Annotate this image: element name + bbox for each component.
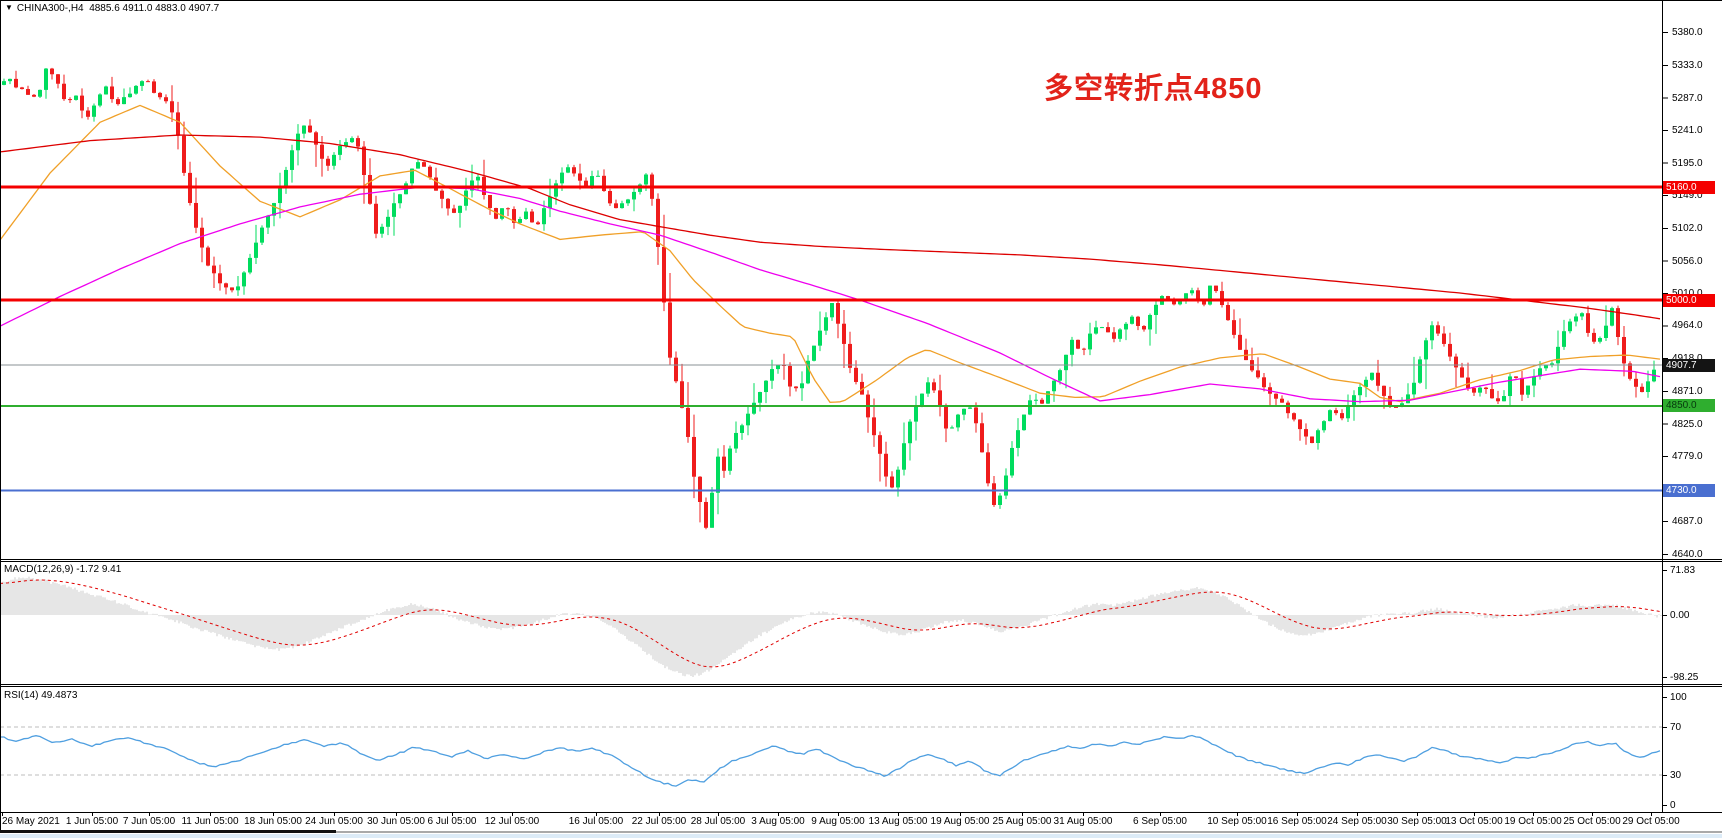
macd-signal-line <box>0 579 1661 668</box>
symbol-name: CHINA300-,H4 <box>16 3 84 14</box>
time-axis-label: 10 Sep 05:00 <box>1207 816 1267 827</box>
ma-mid-magenta <box>0 186 1661 403</box>
symbol-dropdown-icon[interactable]: ▼ <box>5 3 13 12</box>
price-axis-label: 4871.0 <box>1672 386 1703 398</box>
time-axis-label: 25 Oct 05:00 <box>1563 816 1621 827</box>
price-axis-label: 5102.0 <box>1672 223 1703 235</box>
price-axis-label: 4640.0 <box>1672 549 1703 560</box>
macd-layer <box>0 576 1662 678</box>
price-axis-label: 5380.0 <box>1672 27 1703 38</box>
time-axis-label: 16 Sep 05:00 <box>1267 816 1327 827</box>
price-badge-4850.0: 4850.0 <box>1663 399 1715 413</box>
time-axis-label: 6 Sep 05:00 <box>1133 816 1187 827</box>
time-axis-label: 26 May 2021 <box>2 816 60 827</box>
price-axis-label: 4964.0 <box>1672 320 1703 332</box>
time-axis-label: 7 Jun 05:00 <box>122 816 176 827</box>
time-axis-label: 24 Jun 05:00 <box>305 816 363 827</box>
price-axis-label: 5195.0 <box>1672 157 1703 169</box>
time-axis-label: 24 Sep 05:00 <box>1327 816 1387 827</box>
time-axis-label: 22 Jul 05:00 <box>631 816 687 827</box>
time-axis-label: 30 Jun 05:00 <box>367 816 425 827</box>
price-badge-4730.0: 4730.0 <box>1663 484 1715 497</box>
time-axis-label: 16 Jul 05:00 <box>568 816 624 827</box>
price-badge-5000.0: 5000.0 <box>1663 293 1715 307</box>
rsi-line <box>0 734 1661 787</box>
time-axis-label: 19 Aug 05:00 <box>930 816 990 827</box>
price-axis-label: 5149.0 <box>1672 189 1703 201</box>
price-axis-label: 4779.0 <box>1672 450 1703 462</box>
indicator-axis-label: 100 <box>1670 692 1687 703</box>
time-axis-label: 18 Jun 05:00 <box>244 816 302 827</box>
indicator-axis-label: 70 <box>1670 722 1682 733</box>
price-axis-label: 5241.0 <box>1672 125 1703 137</box>
h-scrollbar-thumb[interactable] <box>0 830 336 833</box>
time-axis-label: 13 Oct 05:00 <box>1445 816 1503 827</box>
price-axis-label: 5333.0 <box>1672 60 1703 72</box>
rsi-indicator-label: RSI(14) 49.4873 <box>4 690 78 701</box>
time-axis-label: 11 Jun 05:00 <box>181 816 239 827</box>
time-axis-label: 28 Jul 05:00 <box>690 816 746 827</box>
indicator-axis-label: 0.00 <box>1670 610 1690 621</box>
price-axis-label: 5287.0 <box>1672 92 1703 104</box>
indicator-axis-label: -98.25 <box>1670 672 1699 683</box>
price-axis-label: 5010.0 <box>1672 288 1703 299</box>
time-axis-label: 19 Oct 05:00 <box>1504 816 1562 827</box>
price-axis-label: 4918.0 <box>1672 353 1703 364</box>
macd-indicator-label: MACD(12,26,9) -1.72 9.41 <box>4 564 122 575</box>
ma-fast-orange <box>0 104 1661 403</box>
symbol-ohlc: 4885.6 4911.0 4883.0 4907.7 <box>89 3 220 14</box>
indicator-axis-label: 30 <box>1670 770 1682 781</box>
hlines-layer[interactable] <box>0 185 1662 492</box>
price-badge-5160.0: 5160.0 <box>1663 180 1715 194</box>
time-axis-label: 30 Sep 05:00 <box>1387 816 1447 827</box>
time-axis-label: 29 Oct 05:00 <box>1622 816 1680 827</box>
indicator-axis-label: 71.83 <box>1670 565 1696 576</box>
chart-text-annotation[interactable]: 多空转折点4850 <box>1044 73 1263 105</box>
symbol-info: ▼ CHINA300-,H4 4885.6 4911.0 4883.0 4907.… <box>5 3 219 14</box>
ma-slow-red <box>0 134 1661 320</box>
time-axis-label: 12 Jul 05:00 <box>484 816 540 827</box>
indicator-axis-label: 0 <box>1670 800 1676 811</box>
time-axis-label: 9 Aug 05:00 <box>811 816 865 827</box>
time-axis-label: 6 Jul 05:00 <box>427 816 477 827</box>
time-axis-label: 25 Aug 05:00 <box>992 816 1052 827</box>
window-bottom-strip <box>0 834 1722 838</box>
price-axis-label: 4825.0 <box>1672 418 1703 430</box>
time-axis-label: 1 Jun 05:00 <box>65 816 119 827</box>
time-axis-label: 31 Aug 05:00 <box>1053 816 1113 827</box>
rsi-layer <box>0 726 1662 787</box>
time-axis-label: 3 Aug 05:00 <box>751 816 805 827</box>
price-axis-label: 5056.0 <box>1672 255 1703 267</box>
candles-layer <box>2 67 1656 530</box>
h-scrollbar-track[interactable] <box>0 831 1722 833</box>
price-axis-label: 4687.0 <box>1672 515 1703 527</box>
moving-averages-layer <box>0 104 1661 403</box>
time-axis-label: 13 Aug 05:00 <box>868 816 928 827</box>
price-badge-4907.7: 4907.7 <box>1663 358 1715 372</box>
